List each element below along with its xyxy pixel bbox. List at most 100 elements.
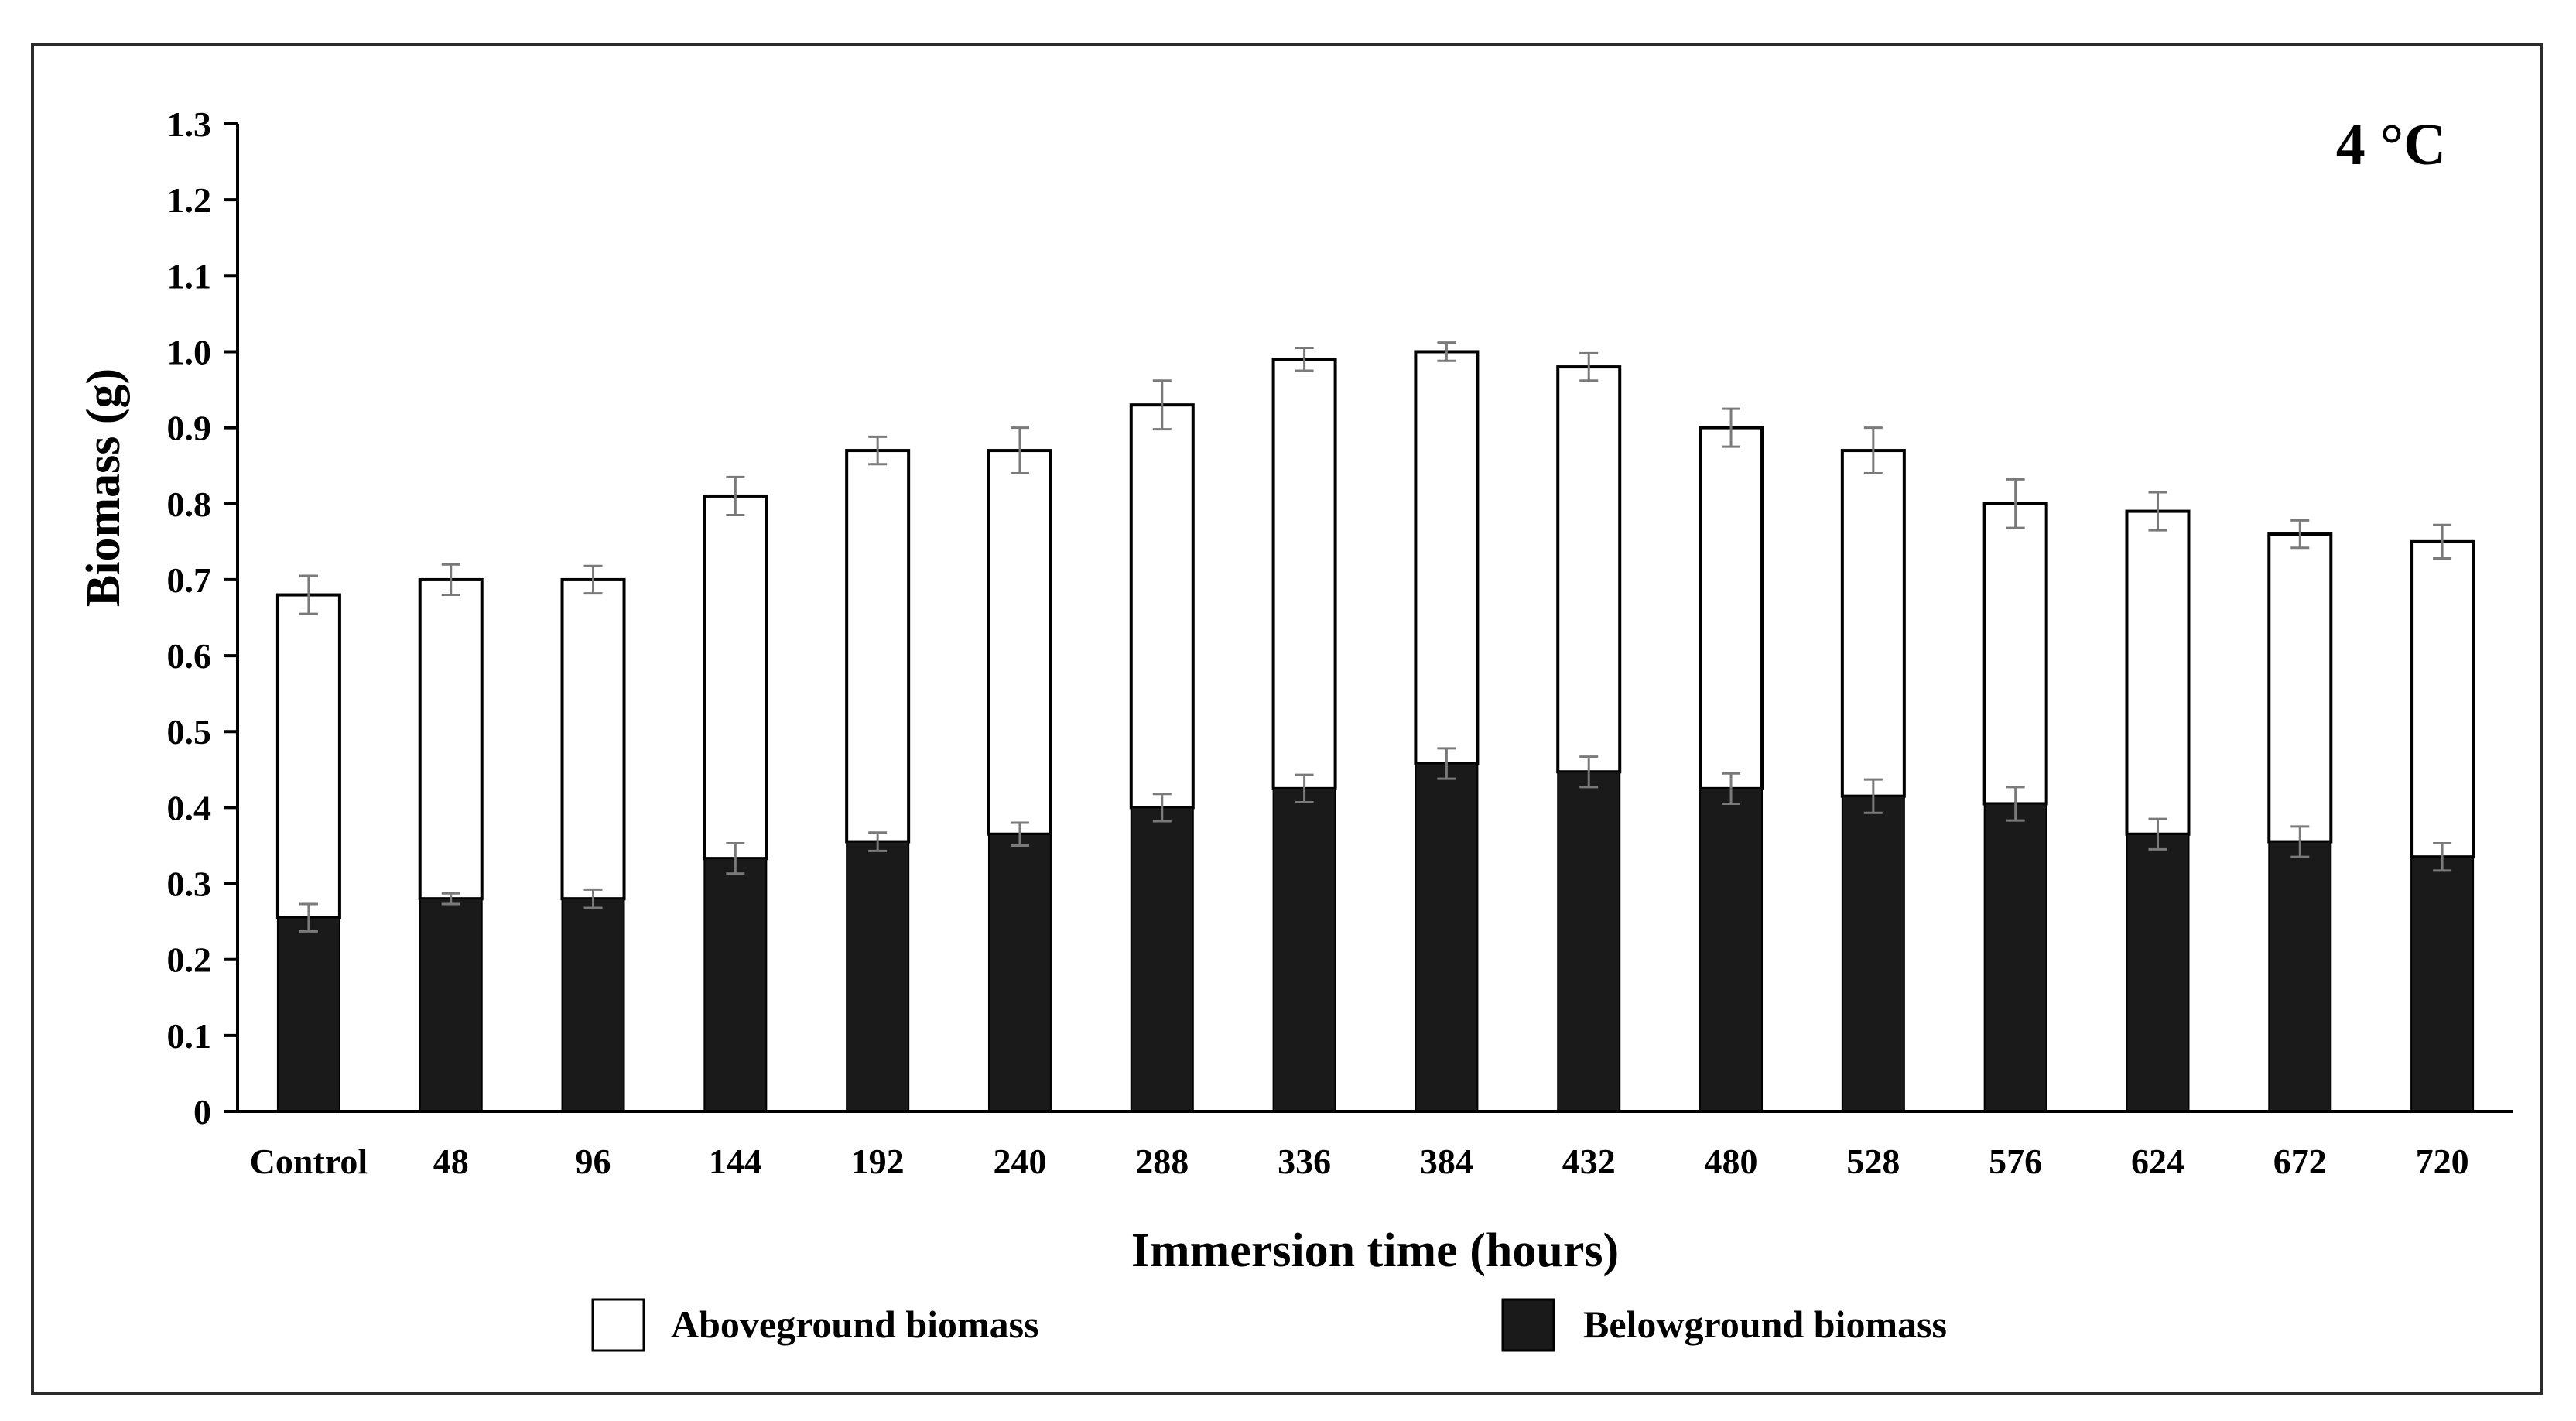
error-bar-aboveground (2290, 519, 2310, 550)
x-tick-label: Control (250, 1142, 368, 1181)
y-tick-label: 0.9 (167, 409, 212, 448)
error-bar-belowground (1437, 747, 1456, 780)
error-bar-aboveground (441, 563, 460, 597)
error-bar-aboveground (1579, 351, 1599, 382)
error-bar-belowground (1722, 772, 1741, 805)
error-bar-belowground (1295, 773, 1314, 804)
bar-aboveground (2267, 532, 2333, 844)
bar-belowground (2268, 841, 2332, 1112)
x-tick-label: 48 (433, 1142, 469, 1181)
y-tick-label: 0.4 (167, 788, 212, 827)
error-bar-aboveground (2433, 523, 2452, 560)
x-tick-label: 576 (1989, 1142, 2042, 1181)
x-tick-label: 192 (851, 1142, 905, 1181)
bar-belowground (419, 898, 483, 1112)
x-axis-title: Immersion time (hours) (1131, 1224, 1619, 1277)
error-bar-belowground (2148, 817, 2167, 851)
bar-belowground (561, 898, 625, 1112)
error-bar-belowground (1863, 778, 1883, 814)
bar-belowground (846, 841, 910, 1112)
error-bar-belowground (2290, 825, 2310, 858)
legend-swatch-aboveground (591, 1298, 645, 1352)
y-axis-title: Biomass (g) (77, 368, 130, 607)
error-bar-aboveground (1010, 426, 1029, 475)
bar-belowground (2126, 833, 2190, 1112)
error-bar-belowground (299, 902, 318, 933)
error-bar-aboveground (868, 435, 888, 466)
bar-belowground (987, 833, 1052, 1112)
x-tick-label: 288 (1135, 1142, 1189, 1181)
bar-belowground (1272, 787, 1336, 1112)
bar-belowground (1699, 787, 1764, 1112)
error-bar-belowground (726, 842, 745, 875)
y-tick-label: 0 (193, 1092, 211, 1132)
legend: Aboveground biomass Belowground biomass (591, 1298, 1947, 1352)
error-bar-aboveground (1152, 379, 1172, 431)
y-axis: 0 0.1 0.2 0.3 0.4 0.5 0.6 0.7 0.8 0.9 1.0 1.1 1.2 1.3 (167, 104, 239, 1132)
error-bar-aboveground (2006, 478, 2025, 529)
x-tick-label: 96 (576, 1142, 611, 1181)
error-bar-aboveground (2148, 491, 2167, 532)
legend-swatch-belowground (1501, 1298, 1555, 1352)
biomass-chart: 0 0.1 0.2 0.3 0.4 0.5 0.6 0.7 0.8 0.9 1.0 1.1 1.2 1.3… (77, 104, 2513, 1352)
error-bar-aboveground (299, 574, 318, 615)
bar-belowground (276, 916, 340, 1112)
error-bar-belowground (1152, 793, 1172, 823)
bar-belowground (1557, 771, 1621, 1112)
bar-aboveground (1840, 449, 1906, 798)
y-tick-label: 0.7 (167, 560, 212, 600)
bar-aboveground (2410, 539, 2475, 859)
error-bar-belowground (2433, 842, 2452, 872)
bar-aboveground (1271, 358, 1337, 790)
x-tick-label: 528 (1846, 1142, 1900, 1181)
error-bar-aboveground (1295, 347, 1314, 372)
error-bar-aboveground (1722, 407, 1741, 448)
legend-label-aboveground: Aboveground biomass (671, 1303, 1039, 1346)
y-tick-label: 0.5 (167, 712, 212, 752)
bar-belowground (1841, 795, 1905, 1113)
panel-label: 4 °C (2336, 112, 2446, 177)
bars (275, 341, 2475, 1113)
bar-aboveground (560, 577, 626, 901)
bar-belowground (2410, 856, 2475, 1112)
x-tick-label: 384 (1420, 1142, 1473, 1181)
x-tick-label: 624 (2131, 1142, 2184, 1181)
bar-belowground (1415, 762, 1479, 1112)
bar-aboveground (987, 449, 1052, 836)
error-bar-belowground (2006, 786, 2025, 822)
bar-belowground (703, 858, 768, 1112)
error-bar-aboveground (583, 564, 603, 595)
y-tick-label: 1.2 (167, 180, 212, 220)
y-tick-label: 0.1 (167, 1016, 212, 1056)
bar-belowground (1130, 806, 1194, 1113)
bar-aboveground (703, 494, 768, 861)
y-tick-label: 1.3 (167, 104, 212, 144)
y-tick-label: 1.1 (167, 256, 212, 296)
error-bar-aboveground (1863, 426, 1883, 475)
bar-aboveground (1414, 350, 1480, 765)
error-bar-belowground (583, 888, 603, 909)
bar-aboveground (2125, 509, 2191, 836)
error-bar-belowground (1579, 755, 1599, 789)
x-axis: Control 48 96 144 192 240 288 336 384 432 480 528 57… (238, 1110, 2513, 1181)
error-bar-belowground (441, 892, 460, 906)
y-tick-label: 0.3 (167, 865, 212, 904)
error-bar-belowground (1010, 821, 1029, 847)
x-tick-label: 240 (993, 1142, 1046, 1181)
error-bar-aboveground (726, 475, 745, 516)
y-tick-label: 0.8 (167, 485, 212, 524)
x-tick-label: 432 (1562, 1142, 1616, 1181)
x-tick-label: 720 (2416, 1142, 2469, 1181)
bar-belowground (1983, 803, 2047, 1112)
bar-aboveground (418, 577, 484, 901)
x-tick-label: 144 (709, 1142, 762, 1181)
x-tick-label: 672 (2273, 1142, 2327, 1181)
bar-aboveground (1129, 403, 1195, 810)
y-tick-label: 1.0 (167, 332, 212, 372)
bar-aboveground (1982, 502, 2048, 806)
y-tick-label: 0.6 (167, 636, 212, 676)
bar-aboveground (275, 593, 341, 919)
bar-aboveground (1699, 426, 1764, 790)
y-tick-label: 0.2 (167, 940, 212, 980)
error-bar-belowground (868, 831, 888, 852)
